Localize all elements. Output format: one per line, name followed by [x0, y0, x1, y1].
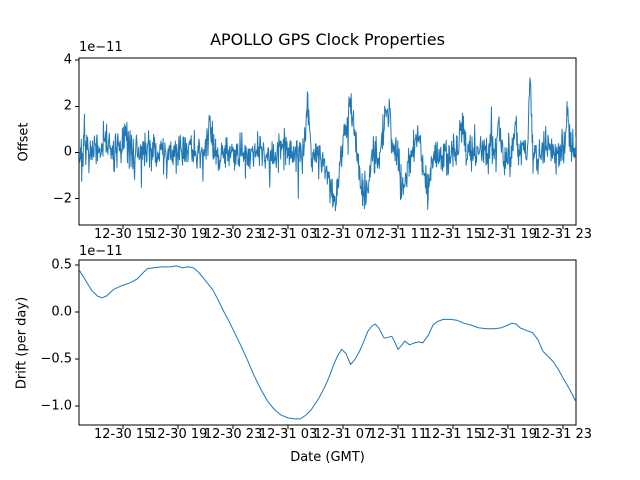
- offset-axes: [75, 57, 577, 229]
- drift-axis-label: Drift (per day): [14, 296, 30, 390]
- x-tick-label: 12-30 23: [203, 227, 263, 242]
- x-tick-label: 12-31 19: [478, 427, 538, 442]
- x-tick-label: 12-30 23: [203, 427, 263, 442]
- date-axis-label: Date (GMT): [290, 450, 365, 465]
- y-tick-label: −2: [52, 191, 72, 207]
- x-tick-label: 12-31 03: [258, 427, 318, 442]
- x-tick-label: 12-31 03: [258, 227, 318, 242]
- x-tick-label: 12-31 15: [423, 227, 483, 242]
- x-tick-label: 12-31 19: [478, 227, 538, 242]
- y-tick-label: 0.5: [51, 257, 72, 273]
- offset-axis-label: Offset: [16, 122, 32, 162]
- drift-series-line: [79, 265, 576, 420]
- y-tick-label: 0: [63, 144, 72, 160]
- x-tick-label: 12-30 19: [148, 427, 208, 442]
- x-tick-label: 12-30 15: [93, 427, 153, 442]
- y-tick-label: 2: [63, 98, 72, 114]
- y-tick-label: −0.5: [40, 351, 72, 367]
- y-tick-label: 0.0: [51, 304, 72, 320]
- drift-axes: [75, 259, 577, 429]
- x-tick-label: 12-31 11: [368, 227, 428, 242]
- y-tick-label: 4: [63, 52, 72, 68]
- x-tick-label: 12-30 15: [93, 227, 153, 242]
- x-tick-label: 12-31 15: [423, 427, 483, 442]
- x-tick-label: 12-31 23: [533, 227, 593, 242]
- offset-scale-label: 1e−11: [79, 40, 123, 55]
- offset-series-line: [79, 77, 576, 212]
- x-tick-label: 12-31 07: [313, 227, 373, 242]
- x-tick-label: 12-31 11: [368, 427, 428, 442]
- y-tick-label: −1.0: [40, 398, 72, 414]
- x-tick-label: 12-31 23: [533, 427, 593, 442]
- drift-axes-frame: [78, 259, 577, 426]
- x-tick-label: 12-30 19: [148, 227, 208, 242]
- x-tick-label: 12-31 07: [313, 427, 373, 442]
- drift-scale-label: 1e−11: [79, 244, 123, 259]
- chart-title: APOLLO GPS Clock Properties: [210, 30, 445, 49]
